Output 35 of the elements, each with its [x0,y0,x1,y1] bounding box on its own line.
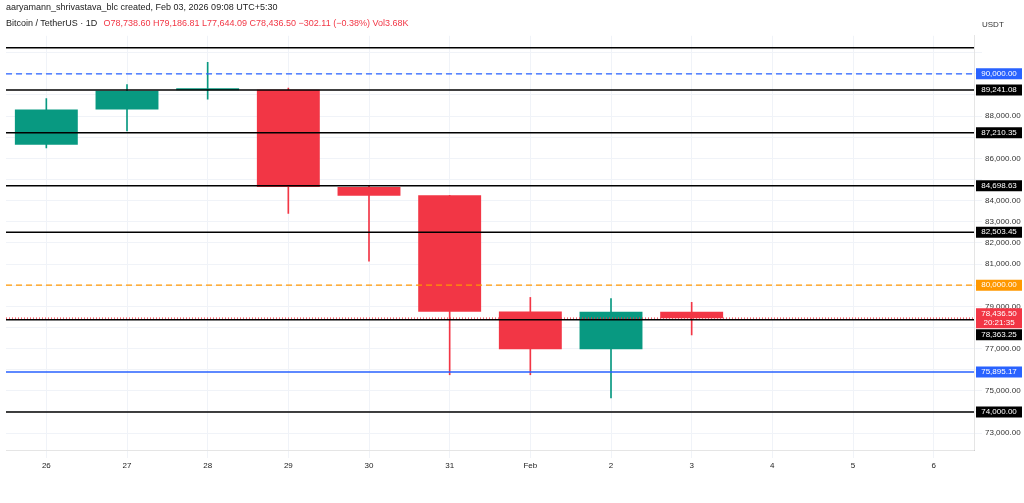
x-tick-label: 3 [689,461,695,470]
chart-title: Bitcoin / TetherUS · 1D [6,18,98,28]
ref-line-label: 84,698.63 [981,181,1018,191]
x-tick-label: 2 [608,461,614,470]
x-tick-label: 5 [850,461,856,470]
y-axis-title: USDT [982,20,1004,29]
ref-line-label: 82,503.45 [981,227,1018,237]
ref-line-label: 74,000.00 [981,407,1018,417]
x-tick-label: 30 [364,461,374,470]
y-tick-label: 75,000.00 [985,386,1022,396]
x-tick-label: 28 [203,461,213,470]
x-tick-label: Feb [523,461,538,470]
ref-line-label: 75,895.17 [981,367,1018,377]
text: aaryamann_shrivastava_blc created, Feb 03, 2026 09:08 UTC+5:30 [6,2,278,12]
y-tick-label: 81,000.00 [985,259,1022,269]
y-tick-label: 73,000.00 [985,428,1022,438]
chart-subtitle: O78,738.60 H79,186.81 L77,644.09 C78,436.50 −302.11 (−0.38%) Vol3.68K [103,18,409,28]
y-tick-label: 86,000.00 [985,153,1022,163]
y-tick-label: 84,000.00 [985,195,1022,205]
y-tick-label: 77,000.00 [985,343,1022,353]
y-tick-label: 88,000.00 [985,111,1022,121]
x-tick-label: 31 [445,461,455,470]
y-tick-label: 83,000.00 [985,216,1022,226]
ref-line-label: 80,000.00 [981,280,1018,290]
ref-line-label: 87,210.35 [981,127,1018,137]
x-tick-label: 6 [931,461,937,470]
y-tick-label: 82,000.00 [985,238,1022,248]
ref-line-label: 90,000.00 [981,69,1018,79]
ref-line-label: 78,436.50 20:21:35 [981,308,1018,327]
x-tick-label: 29 [283,461,294,470]
ref-line-label: 78,363.25 [981,329,1018,339]
x-tick-label: 26 [41,461,52,470]
ref-line-label: 89,241.08 [981,85,1018,95]
x-tick-label: 4 [770,461,776,470]
x-tick-label: 27 [122,461,132,470]
